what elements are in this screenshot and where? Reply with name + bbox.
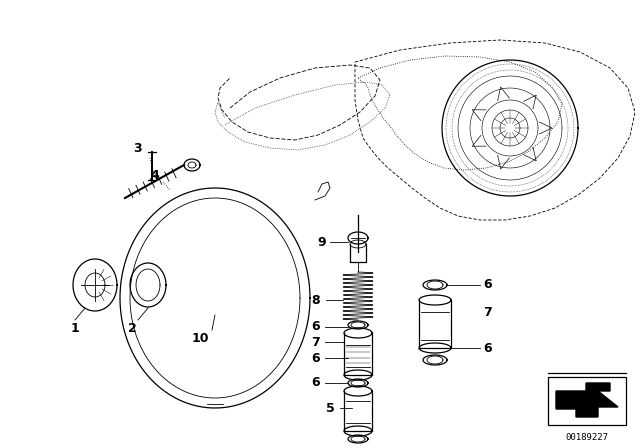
Text: 10: 10 [191, 332, 209, 345]
Text: 7: 7 [484, 306, 492, 319]
Text: 1: 1 [70, 322, 79, 335]
Text: 6: 6 [312, 376, 320, 389]
Text: 3: 3 [134, 142, 142, 155]
Bar [548, 377, 626, 425]
Text: 7: 7 [312, 336, 321, 349]
Text: 2: 2 [127, 322, 136, 335]
Polygon shape [556, 383, 618, 417]
Text: 6: 6 [484, 341, 492, 354]
Text: 00189227: 00189227 [566, 432, 609, 441]
Text: 8: 8 [312, 293, 320, 306]
Text: 4: 4 [150, 168, 159, 181]
Text: 6: 6 [312, 320, 320, 333]
Text: 6: 6 [312, 352, 320, 365]
Text: 9: 9 [317, 236, 326, 249]
Text: 6: 6 [484, 279, 492, 292]
Text: 5: 5 [326, 401, 334, 414]
